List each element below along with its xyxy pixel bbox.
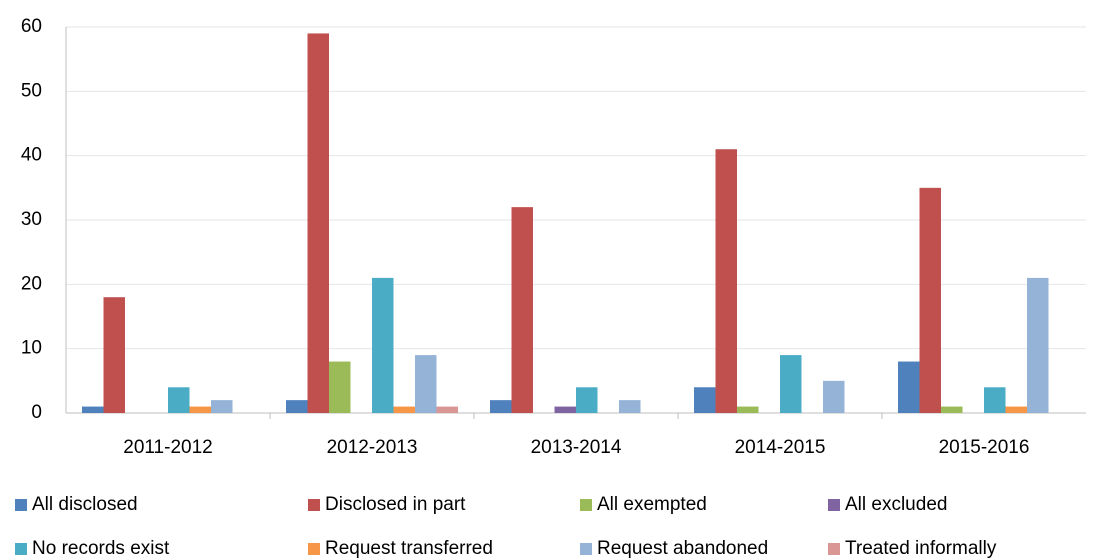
bar (490, 400, 512, 413)
bar (576, 387, 598, 413)
bar (436, 406, 458, 413)
legend-label: Request abandoned (597, 538, 768, 559)
legend-label: All excluded (845, 494, 947, 515)
bar (554, 406, 576, 413)
legend-label: Treated informally (845, 538, 997, 559)
x-tick-label: 2015-2016 (939, 437, 1030, 458)
y-tick-label: 40 (21, 145, 42, 166)
legend-label: Disclosed in part (325, 494, 466, 515)
legend-swatch (580, 499, 592, 511)
legend-label: Request transferred (325, 538, 493, 559)
legend-label: No records exist (32, 538, 170, 559)
x-tick-label: 2013-2014 (531, 437, 622, 458)
bar (329, 361, 351, 413)
y-tick-label: 50 (21, 80, 42, 101)
bar (393, 406, 415, 413)
bar (511, 207, 533, 413)
x-tick-label: 2011-2012 (123, 437, 212, 458)
legend-swatch (15, 543, 27, 555)
legend-swatch (308, 543, 320, 555)
bar (307, 33, 329, 413)
bar (823, 380, 845, 413)
bar (919, 187, 941, 413)
y-tick-label: 20 (21, 273, 42, 294)
bar (737, 406, 759, 413)
legend-swatch (15, 499, 27, 511)
x-tick-label: 2012-2013 (327, 437, 418, 458)
bar (211, 400, 233, 413)
bar (415, 355, 437, 413)
bar (372, 277, 394, 413)
legend-swatch (308, 499, 320, 511)
y-tick-label: 30 (21, 209, 42, 230)
bar (715, 149, 737, 413)
legend-label: All exempted (597, 494, 707, 515)
bar (898, 361, 920, 413)
y-tick-label: 10 (21, 338, 42, 359)
legend-swatch (828, 499, 840, 511)
legend-label: All disclosed (32, 494, 138, 515)
bar (984, 387, 1006, 413)
bar (694, 387, 716, 413)
bar (103, 297, 125, 413)
bar (1005, 406, 1027, 413)
bar (780, 355, 802, 413)
bar (1027, 277, 1049, 413)
y-tick-label: 0 (31, 402, 42, 423)
bar (189, 406, 211, 413)
x-tick-label: 2014-2015 (735, 437, 826, 458)
legend-swatch (828, 543, 840, 555)
y-tick-label: 60 (21, 16, 42, 37)
bar (619, 400, 641, 413)
bar (168, 387, 190, 413)
bar (941, 406, 963, 413)
bar (82, 406, 104, 413)
bar (286, 400, 308, 413)
legend-swatch (580, 543, 592, 555)
